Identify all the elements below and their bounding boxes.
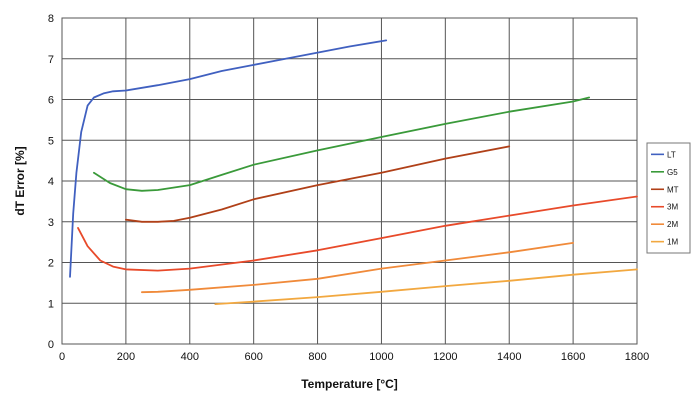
x-tick-label-7: 1400 [497, 351, 521, 363]
series-line-3m [77, 195, 638, 272]
x-tick-label-6: 1200 [433, 351, 457, 363]
x-tick-label-3: 600 [244, 351, 262, 363]
legend-label-g5: G5 [667, 168, 678, 177]
y-axis-title: dT Error [%] [13, 146, 27, 215]
x-tick-label-9: 1800 [625, 351, 649, 363]
series-line-1m [214, 268, 638, 305]
x-tick-label-8: 1600 [561, 351, 585, 363]
y-tick-label-4: 4 [48, 176, 54, 188]
y-tick-label-6: 6 [48, 95, 54, 107]
x-tick-label-1: 200 [117, 351, 135, 363]
x-tick-label-0: 0 [59, 351, 65, 363]
legend-label-2m: 2M [667, 220, 678, 229]
legend-label-1m: 1M [667, 238, 678, 247]
series-line-g5 [93, 96, 590, 192]
series-line-2m [141, 242, 574, 294]
x-tick-label-4: 800 [308, 351, 326, 363]
legend-label-lt: LT [667, 150, 676, 159]
series-line-lt [69, 39, 388, 278]
y-tick-label-5: 5 [48, 135, 54, 147]
y-tick-label-0: 0 [48, 339, 54, 351]
y-tick-label-2: 2 [48, 258, 54, 270]
y-tick-label-1: 1 [48, 298, 54, 310]
y-tick-label-7: 7 [48, 54, 54, 66]
x-tick-label-5: 1000 [369, 351, 393, 363]
x-axis-title: Temperature [°C] [301, 377, 398, 391]
legend-box [646, 142, 691, 254]
legend-label-mt: MT [667, 185, 679, 194]
series-line-mt [125, 145, 511, 223]
x-tick-label-2: 400 [181, 351, 199, 363]
legend-label-3m: 3M [667, 203, 678, 212]
y-tick-label-8: 8 [48, 13, 54, 25]
y-tick-label-3: 3 [48, 217, 54, 229]
plot-border [61, 17, 638, 345]
